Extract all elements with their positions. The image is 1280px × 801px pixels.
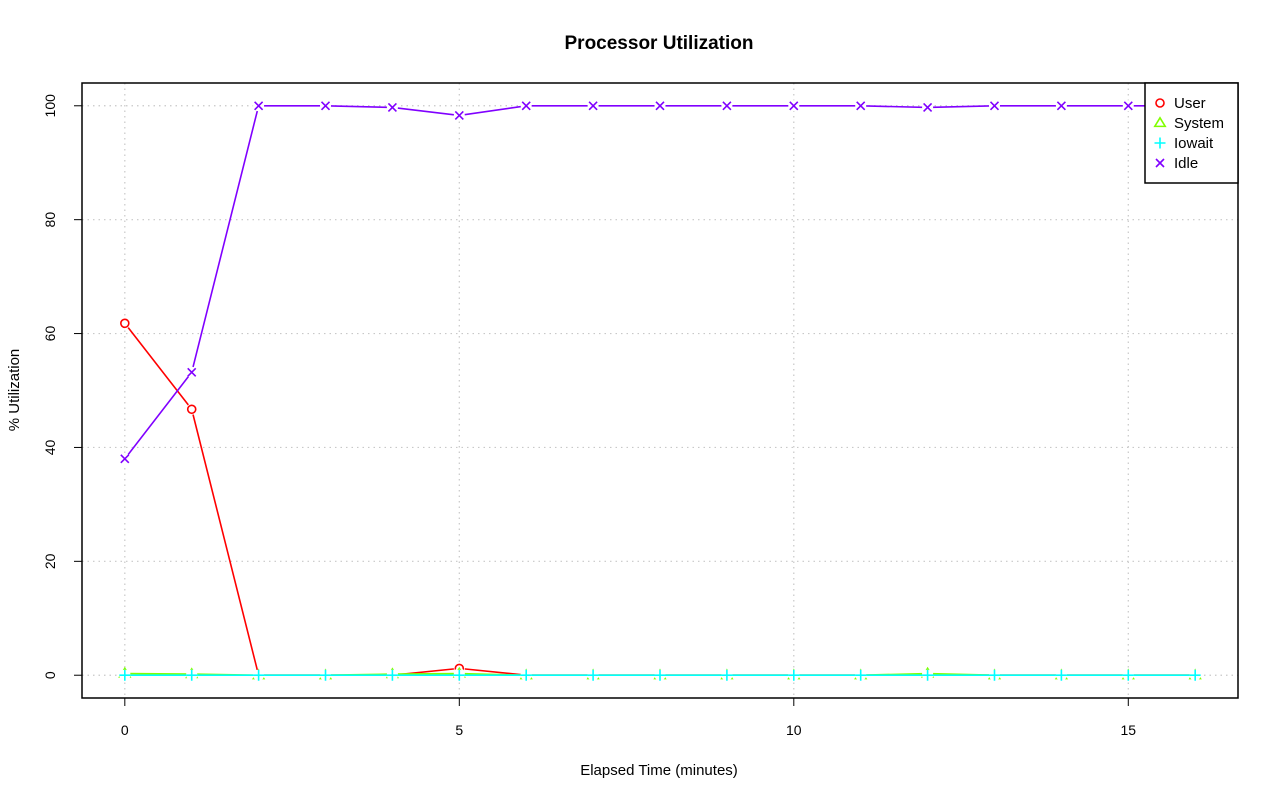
legend: User System Iowait Idle xyxy=(1144,82,1239,184)
data-point-user xyxy=(120,318,130,329)
x-axis-label: Elapsed Time (minutes) xyxy=(580,762,738,779)
data-point-iowait xyxy=(320,669,332,681)
data-point-idle xyxy=(856,101,866,111)
x-tick-label: 5 xyxy=(455,722,463,738)
legend-item-iowait: Iowait xyxy=(1154,135,1214,152)
y-axis-label: % Utilization xyxy=(6,349,23,432)
data-point-iowait xyxy=(654,669,666,681)
series-idle xyxy=(119,100,1201,465)
data-point-iowait xyxy=(1122,669,1134,681)
data-point-idle xyxy=(789,101,799,111)
y-tick-label: 20 xyxy=(42,553,58,569)
y-tick-label: 60 xyxy=(42,326,58,342)
x-tick-label: 10 xyxy=(786,722,802,738)
data-point-idle xyxy=(1056,101,1066,111)
data-point-iowait xyxy=(855,669,867,681)
y-tick-label: 80 xyxy=(42,212,58,228)
data-point-idle xyxy=(655,101,665,111)
data-point-iowait xyxy=(721,669,733,681)
x-tick-label: 15 xyxy=(1120,722,1136,738)
chart-title: Processor Utilization xyxy=(565,33,754,54)
data-point-iowait xyxy=(186,669,198,681)
legend-label-user: User xyxy=(1174,95,1206,112)
data-point-idle xyxy=(989,101,1000,111)
legend-marker-user xyxy=(1155,98,1165,108)
data-point-idle xyxy=(320,101,331,111)
legend-label-idle: Idle xyxy=(1174,155,1198,172)
legend-label-system: System xyxy=(1174,115,1224,132)
data-point-iowait xyxy=(922,669,934,681)
data-point-idle xyxy=(722,101,732,111)
series-layer xyxy=(118,100,1202,681)
data-point-iowait xyxy=(988,669,1000,681)
data-point-idle xyxy=(521,101,531,111)
data-point-iowait xyxy=(1055,669,1067,681)
data-point-iowait xyxy=(453,669,465,681)
legend-label-iowait: Iowait xyxy=(1174,135,1214,152)
data-point-iowait xyxy=(788,669,800,681)
data-point-idle xyxy=(120,454,130,464)
data-point-idle xyxy=(923,102,933,113)
legend-item-idle: Idle xyxy=(1155,155,1198,172)
axes: 0 5 10 15 0 20 40 60 80 100 xyxy=(42,94,1136,738)
data-point-iowait xyxy=(587,669,599,681)
x-tick-label: 0 xyxy=(121,722,129,738)
y-tick-label: 100 xyxy=(42,94,58,118)
data-point-iowait xyxy=(520,669,532,681)
legend-item-user: User xyxy=(1155,95,1206,112)
series-iowait xyxy=(119,669,1201,681)
y-tick-label: 0 xyxy=(42,671,58,679)
data-point-idle xyxy=(187,367,197,377)
data-point-iowait xyxy=(1189,669,1201,681)
data-point-iowait xyxy=(253,669,265,681)
legend-marker-system xyxy=(1153,116,1167,128)
data-point-user xyxy=(186,404,197,415)
data-point-iowait xyxy=(386,669,398,681)
legend-marker-iowait xyxy=(1154,137,1166,149)
data-point-idle xyxy=(1123,101,1133,111)
legend-item-system: System xyxy=(1153,115,1224,132)
data-point-idle xyxy=(387,102,397,113)
data-point-idle xyxy=(588,101,598,111)
data-point-iowait xyxy=(119,669,131,681)
data-point-idle xyxy=(454,110,464,121)
data-point-idle xyxy=(254,101,264,111)
legend-marker-idle xyxy=(1155,158,1165,168)
y-tick-label: 40 xyxy=(42,439,58,455)
